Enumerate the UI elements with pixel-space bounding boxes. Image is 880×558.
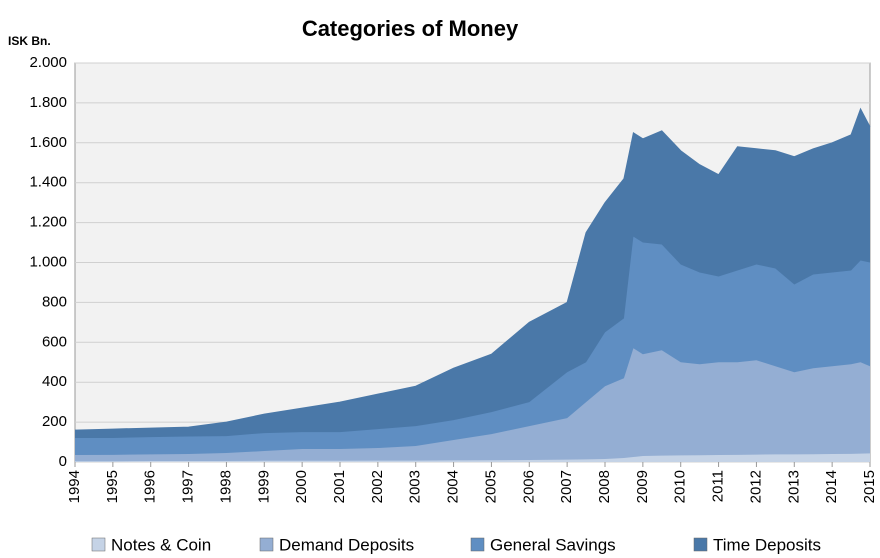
x-tick-label: 2012 xyxy=(747,470,764,503)
legend-label: Demand Deposits xyxy=(279,535,414,554)
legend-swatch xyxy=(470,537,485,552)
x-tick-label: 2007 xyxy=(558,470,575,503)
y-tick-label: 1.600 xyxy=(29,134,67,151)
chart-title: Categories of Money xyxy=(302,16,519,41)
y-tick-label: 1.800 xyxy=(29,94,67,111)
x-tick-label: 1994 xyxy=(66,470,83,503)
x-tick-label: 2006 xyxy=(520,470,537,503)
x-tick-label: 2014 xyxy=(823,470,840,503)
area-fill xyxy=(75,108,870,439)
y-tick-label: 1.200 xyxy=(29,214,67,231)
x-tick-label: 2004 xyxy=(445,470,462,503)
x-tick-label: 2001 xyxy=(331,470,348,503)
y-tick-label: 1.400 xyxy=(29,174,67,191)
x-tick-label: 2002 xyxy=(369,470,386,503)
legend-label: Time Deposits xyxy=(713,535,821,554)
y-tick-label: 1.000 xyxy=(29,253,67,270)
legend-label: General Savings xyxy=(490,535,616,554)
x-tick-label: 1996 xyxy=(142,470,159,503)
x-tick-label: 2015 xyxy=(861,470,878,503)
area-edge xyxy=(74,107,871,431)
legend-swatch xyxy=(693,537,708,552)
x-tick-label: 2010 xyxy=(672,470,689,503)
x-tick-label: 1995 xyxy=(104,470,121,503)
y-tick-label: 800 xyxy=(42,293,67,310)
legend-swatch xyxy=(259,537,274,552)
y-tick-label: 2.000 xyxy=(29,54,67,71)
x-tick-label: 2009 xyxy=(634,470,651,503)
x-tick-label: 2005 xyxy=(482,470,499,503)
area-edge xyxy=(74,347,871,456)
y-tick-label: 600 xyxy=(42,333,67,350)
x-tick-label: 2011 xyxy=(710,470,727,502)
x-tick-label: 2008 xyxy=(596,470,613,503)
x-tick-label: 2013 xyxy=(785,470,802,503)
y-axis-label: ISK Bn. xyxy=(8,34,51,48)
x-tick-label: 1998 xyxy=(217,470,234,503)
y-tick-label: 400 xyxy=(42,373,67,390)
y-tick-label: 0 xyxy=(59,453,67,470)
area-fill xyxy=(75,348,870,462)
x-tick-label: 2003 xyxy=(407,470,424,503)
x-tick-label: 1999 xyxy=(255,470,272,503)
legend-label: Notes & Coin xyxy=(111,535,211,554)
y-tick-label: 200 xyxy=(42,413,67,430)
x-tick-label: 2000 xyxy=(293,470,310,503)
legend-swatch xyxy=(91,537,106,552)
x-tick-label: 1997 xyxy=(180,470,197,503)
area-fill xyxy=(75,236,870,456)
